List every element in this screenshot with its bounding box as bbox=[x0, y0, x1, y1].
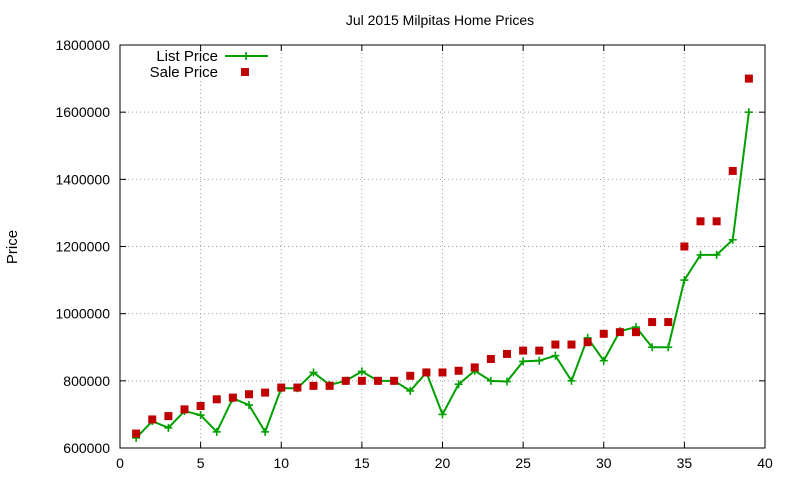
list-price-point bbox=[503, 377, 511, 386]
sale-price-point bbox=[712, 217, 721, 226]
x-tick-label: 20 bbox=[435, 455, 451, 471]
sale-price-point bbox=[132, 429, 141, 438]
sale-price-point bbox=[583, 338, 592, 347]
list-price-point bbox=[648, 343, 657, 352]
sale-price-point bbox=[261, 388, 270, 397]
sale-price-point bbox=[470, 363, 479, 372]
list-price-point bbox=[196, 411, 205, 420]
x-tick-label: 25 bbox=[515, 455, 531, 471]
x-tick-label: 40 bbox=[757, 455, 773, 471]
y-tick-label: 1200000 bbox=[55, 239, 110, 255]
sale-price-point bbox=[486, 355, 495, 364]
series bbox=[132, 74, 753, 442]
sale-price-point bbox=[325, 381, 334, 390]
legend-marker-sale-price bbox=[241, 68, 249, 76]
sale-price-point bbox=[406, 371, 415, 380]
sale-price-point bbox=[277, 383, 286, 392]
grid bbox=[120, 45, 765, 448]
sale-price-point bbox=[551, 340, 560, 349]
sale-price-point bbox=[180, 405, 189, 414]
sale-price-point bbox=[680, 242, 689, 251]
sale-price-point bbox=[728, 166, 737, 175]
y-tick-labels: 600000 800000 1000000 1200000 1400000 1600000… bbox=[55, 37, 110, 456]
sale-price-point bbox=[503, 349, 511, 358]
legend-marker-list-price bbox=[242, 52, 250, 60]
sale-price-point bbox=[196, 402, 205, 411]
list-price-point bbox=[712, 250, 721, 259]
sale-price-point bbox=[664, 318, 673, 327]
legend: List Price Sale Price bbox=[150, 48, 268, 81]
chart-title: Jul 2015 Milpitas Home Prices bbox=[346, 12, 534, 28]
y-axis-title: Price bbox=[4, 230, 21, 264]
y-tick-label: 1000000 bbox=[55, 306, 110, 322]
list-price-point bbox=[357, 367, 366, 376]
plot-frame bbox=[119, 44, 766, 449]
list-price-point bbox=[309, 368, 318, 377]
sale-price-point bbox=[374, 376, 382, 385]
sale-price-point bbox=[632, 328, 640, 337]
sale-price-point bbox=[422, 368, 431, 377]
y-tick-label: 1600000 bbox=[55, 104, 110, 120]
sale-price-point bbox=[519, 346, 528, 355]
sale-price-point bbox=[293, 383, 302, 392]
series-list-price bbox=[132, 108, 753, 442]
sale-price-point bbox=[567, 340, 576, 349]
y-tick-label: 1400000 bbox=[55, 171, 110, 187]
x-tick-label: 35 bbox=[677, 455, 693, 471]
list-price-point bbox=[664, 343, 673, 352]
x-tick-label: 0 bbox=[116, 455, 124, 471]
y-tick-label: 800000 bbox=[63, 373, 110, 389]
list-price-point bbox=[454, 380, 463, 389]
x-tick-label: 15 bbox=[354, 455, 370, 471]
sale-price-point bbox=[245, 390, 253, 399]
list-price-point bbox=[599, 356, 608, 365]
sale-price-point bbox=[357, 376, 366, 385]
sale-price-point bbox=[228, 393, 237, 402]
sale-price-point bbox=[454, 366, 463, 375]
sale-price-point bbox=[615, 328, 624, 337]
x-tick-labels: 0 5 10 15 20 25 30 35 40 bbox=[116, 455, 773, 471]
series-sale-price bbox=[132, 74, 753, 438]
sale-price-point bbox=[599, 329, 608, 338]
x-tick-label: 10 bbox=[273, 455, 289, 471]
list-price-point bbox=[486, 376, 495, 385]
sale-price-point bbox=[148, 415, 157, 424]
legend-plus bbox=[242, 52, 250, 60]
sale-price-point bbox=[164, 412, 173, 421]
list-price-point bbox=[406, 386, 415, 395]
legend-label-sale-price: Sale Price bbox=[150, 64, 218, 81]
sale-price-point bbox=[212, 395, 221, 404]
sale-price-point bbox=[535, 346, 544, 355]
y-tick-label: 600000 bbox=[63, 440, 110, 456]
list-price-point bbox=[245, 401, 253, 410]
x-tick-label: 30 bbox=[596, 455, 612, 471]
list-price-point bbox=[744, 108, 753, 117]
list-price-point bbox=[438, 410, 447, 419]
sale-price-point bbox=[648, 318, 657, 327]
list-price-point bbox=[519, 357, 528, 366]
list-price-point bbox=[680, 276, 689, 285]
sale-price-point bbox=[341, 376, 350, 385]
list-price-point bbox=[567, 376, 576, 385]
sale-price-point bbox=[390, 376, 399, 385]
list-price-point bbox=[696, 250, 705, 259]
list-price-point bbox=[535, 356, 544, 365]
x-tick-label: 5 bbox=[197, 455, 205, 471]
sale-price-point bbox=[309, 381, 318, 390]
list-price-point bbox=[551, 351, 560, 360]
y-tick-label: 1800000 bbox=[55, 37, 110, 53]
legend-label-list-price: List Price bbox=[156, 48, 218, 65]
list-price-point bbox=[261, 427, 270, 436]
sale-price-point bbox=[438, 368, 447, 377]
sale-price-point bbox=[744, 74, 753, 83]
list-price-point bbox=[164, 423, 173, 432]
list-price-point bbox=[212, 427, 221, 436]
list-price-point bbox=[728, 235, 737, 244]
sale-price-point bbox=[696, 217, 705, 226]
